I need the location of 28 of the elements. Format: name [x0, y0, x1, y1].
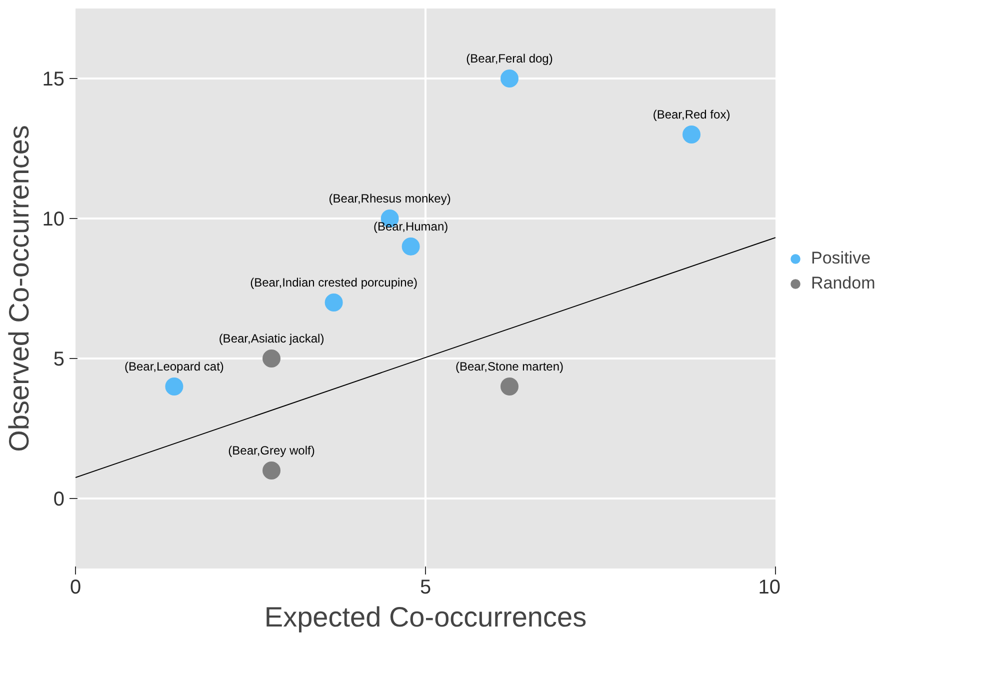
y-axis-title: Observed Co-occurrences	[3, 125, 34, 452]
x-tick-label: 10	[758, 576, 781, 598]
point	[500, 70, 518, 88]
annotation: (Bear,Leopard cat)	[124, 360, 224, 374]
annotation: (Bear,Red fox)	[652, 108, 730, 122]
annotation: (Bear,Stone marten)	[455, 360, 564, 374]
annotation: (Bear,Asiatic jackal)	[218, 332, 324, 346]
annotation: (Bear,Rhesus monkey)	[328, 192, 451, 206]
point	[500, 378, 518, 396]
point	[402, 238, 420, 256]
x-tick-label: 5	[420, 576, 432, 598]
annotation: (Bear,Indian crested porcupine)	[250, 276, 418, 290]
point	[165, 378, 184, 396]
legend-label: Positive	[811, 248, 871, 268]
legend-label: Random	[811, 273, 876, 293]
y-tick-label: 10	[42, 208, 65, 230]
point	[324, 294, 343, 312]
point	[682, 126, 700, 144]
annotation: (Bear,Human)	[373, 220, 448, 234]
x-axis-title: Expected Co-occurrences	[264, 602, 587, 632]
y-tick-label: 5	[53, 348, 64, 370]
point	[262, 462, 280, 480]
annotation: (Bear,Feral dog)	[466, 52, 553, 66]
y-tick-label: 0	[53, 488, 64, 510]
point	[262, 350, 280, 368]
x-tick-label: 0	[70, 576, 82, 598]
y-tick-label: 15	[42, 68, 65, 90]
annotation: (Bear,Grey wolf)	[228, 444, 315, 458]
